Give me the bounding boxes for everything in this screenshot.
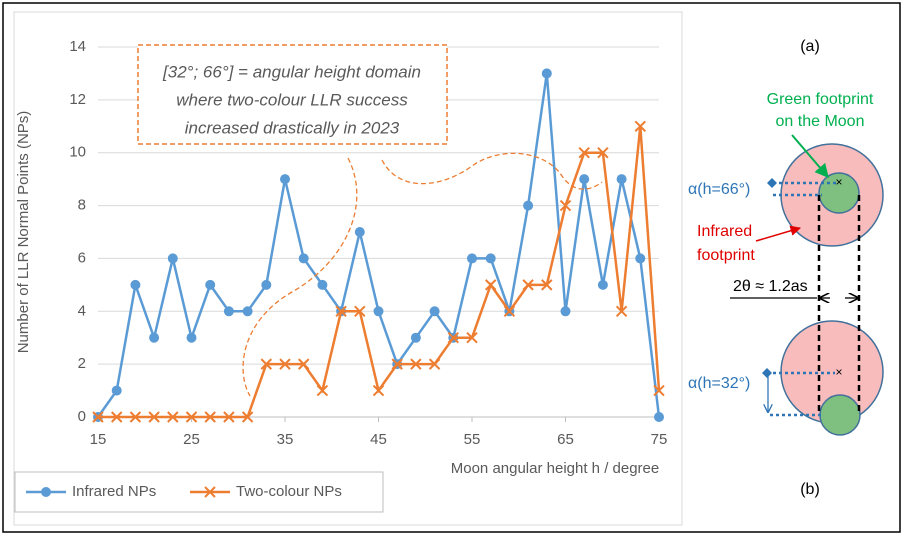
point [486, 253, 496, 263]
diagram: × × (a) (b) Green footprint on the Moon … [688, 38, 883, 498]
point [374, 306, 384, 316]
point [579, 174, 589, 184]
point [261, 280, 271, 290]
y-axis-label: Number of LLR Normal Points (NPs) [15, 111, 32, 354]
y-tick-label: 4 [78, 302, 86, 319]
panel-label: (b) [800, 481, 820, 498]
green-label: on the Moon [776, 113, 865, 130]
point [355, 227, 365, 237]
point [411, 333, 421, 343]
panel-label: (a) [800, 38, 820, 55]
x-tick-label: 75 [651, 431, 668, 448]
center-mark: × [835, 365, 842, 379]
point [635, 253, 645, 263]
point [523, 201, 533, 211]
y-tick-label: 2 [78, 355, 86, 372]
green-label: Green footprint [767, 91, 874, 108]
red-arrow [756, 228, 800, 241]
point [243, 306, 253, 316]
center-mark: × [835, 175, 842, 189]
point [205, 280, 215, 290]
legend-label: Infrared NPs [72, 483, 156, 500]
x-tick-label: 25 [183, 431, 200, 448]
point [280, 174, 290, 184]
series-line [98, 126, 659, 417]
alpha-label: α(h=66°) [688, 181, 750, 198]
point [654, 412, 664, 422]
theta-label: 2θ ≈ 1.2as [733, 278, 808, 295]
point [299, 253, 309, 263]
diamond [767, 178, 777, 188]
y-tick-label: 0 [78, 408, 86, 425]
x-axis-label: Moon angular height h / degree [451, 460, 659, 477]
point [112, 386, 122, 396]
point [598, 280, 608, 290]
alpha-label: α(h=32°) [688, 375, 750, 392]
point [149, 333, 159, 343]
point [430, 306, 440, 316]
infrared-label: Infrared [697, 223, 752, 240]
y-tick-label: 6 [78, 249, 86, 266]
point [168, 253, 178, 263]
point [317, 280, 327, 290]
y-tick-label: 12 [69, 91, 86, 108]
green-footprint [820, 395, 860, 435]
y-tick-label: 8 [78, 197, 86, 214]
page: {"chart_data": {"type": "line", "annotat… [0, 0, 904, 536]
point [542, 68, 552, 78]
point [561, 306, 571, 316]
point [130, 280, 140, 290]
diamond [762, 368, 772, 378]
y-tick-label: 14 [69, 38, 86, 55]
y-tick-label: 10 [69, 144, 86, 161]
domain-curve [382, 153, 602, 189]
annotation: [32°; 66°] = angular height domain [162, 62, 421, 81]
x-tick-label: 45 [370, 431, 387, 448]
x-tick-label: 35 [277, 431, 294, 448]
point [187, 333, 197, 343]
point [617, 174, 627, 184]
point [41, 487, 51, 497]
figure: 0 2 4 6 8 10 12 14 15 25 35 45 55 65 75 [32°; 66°] = a… [0, 0, 904, 536]
x-tick-label: 65 [557, 431, 574, 448]
infrared-label: footprint [697, 247, 755, 264]
point [467, 253, 477, 263]
x-tick-label: 15 [90, 431, 107, 448]
legend-label: Two-colour NPs [236, 483, 342, 500]
annotation: where two-colour LLR success [176, 90, 408, 109]
point [224, 306, 234, 316]
annotation: increased drastically in 2023 [185, 118, 400, 137]
x-tick-label: 55 [464, 431, 481, 448]
